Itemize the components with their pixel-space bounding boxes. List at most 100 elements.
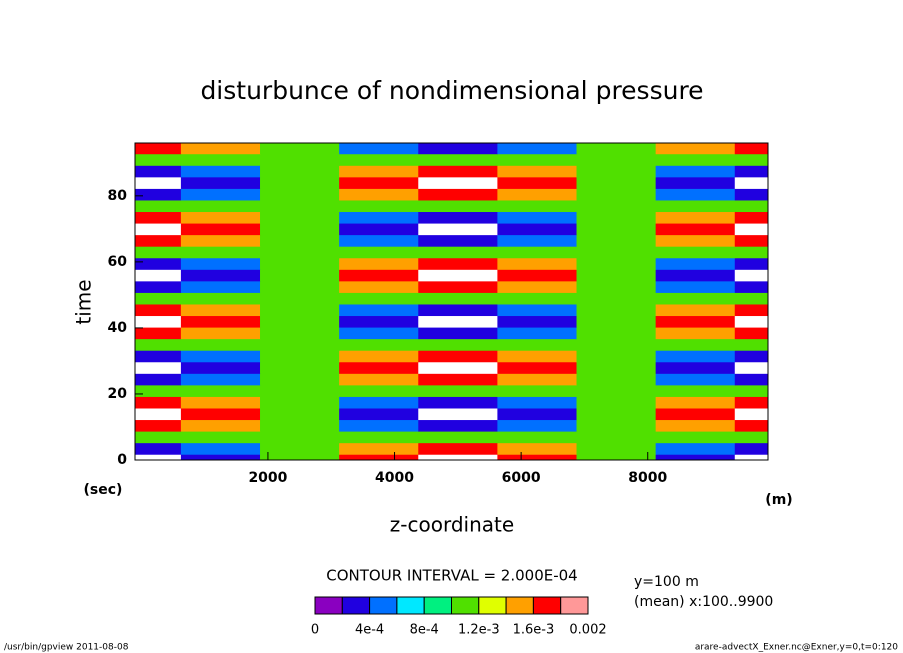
x-tick-label: 6000 (502, 470, 541, 486)
contour-cell (418, 292, 498, 305)
contour-cell (576, 246, 657, 259)
contour-cell (418, 223, 498, 236)
contour-cell (576, 234, 657, 247)
contour-cell (734, 199, 768, 213)
contour-cell (260, 292, 340, 305)
contour-cell (418, 199, 498, 213)
contour-cell (339, 143, 419, 155)
contour-cell (655, 199, 736, 213)
contour-cell (135, 176, 182, 189)
colorbar-label: 0.002 (569, 623, 606, 638)
contour-cell (180, 373, 261, 386)
contour-cell (135, 234, 182, 247)
contour-cell (734, 454, 768, 460)
contour-cell (734, 211, 768, 224)
contour-cell (135, 246, 182, 259)
contour-cell (655, 234, 736, 247)
contour-cell (497, 431, 578, 444)
contour-cell (655, 176, 736, 189)
contour-cell (734, 442, 768, 455)
contour-cell (655, 303, 736, 317)
contour-cell (418, 384, 498, 397)
contour-cell (339, 269, 419, 282)
contour-cell (576, 373, 657, 386)
contour-cell (576, 223, 657, 236)
contour-cell (418, 431, 498, 444)
contour-cell (655, 280, 736, 293)
x-tick-label: 8000 (628, 470, 667, 486)
contour-cell (497, 165, 578, 178)
contour-cell (180, 143, 261, 155)
contour-cell (260, 442, 340, 455)
contour-cell (180, 384, 261, 397)
contour-cell (576, 407, 657, 421)
contour-cell (655, 396, 736, 409)
contour-cell (497, 153, 578, 166)
contour-cell (497, 246, 578, 259)
contour-cell (260, 454, 340, 460)
colorbar-label: 0 (311, 623, 319, 638)
contour-cell (339, 407, 419, 421)
contour-cell (497, 303, 578, 317)
contour-cell (339, 153, 419, 166)
contour-cell (135, 303, 182, 317)
contour-cell (734, 165, 768, 178)
contour-cell (497, 280, 578, 293)
colorbar-label: 4e-4 (355, 623, 384, 638)
contour-cell (418, 419, 498, 432)
contour-cell (180, 338, 261, 351)
footer: /usr/bin/gpview 2011-08-08 (4, 643, 129, 653)
contour-cell (655, 188, 736, 201)
contour-cell (418, 143, 498, 155)
contour-cell (418, 315, 498, 328)
contour-cell (135, 442, 182, 455)
y-tick-label: 80 (108, 188, 128, 204)
contour-cell (734, 234, 768, 247)
contour-cell (180, 211, 261, 224)
contour-cell (260, 396, 340, 409)
contour-cell (655, 350, 736, 363)
colorbar-cell (423, 596, 453, 615)
contour-cell (734, 315, 768, 328)
contour-cell (418, 165, 498, 178)
contour-cell (734, 407, 768, 421)
contour-cell (180, 315, 261, 328)
contour-cell (655, 246, 736, 259)
x-tick-label: 2000 (248, 470, 287, 486)
contour-cell (418, 442, 498, 455)
contour-cell (180, 407, 261, 421)
contour-cell (655, 211, 736, 224)
contour-cell (497, 292, 578, 305)
contour-cell (418, 246, 498, 259)
contour-cell (260, 407, 340, 421)
contour-cell (180, 442, 261, 455)
contour-cell (339, 338, 419, 351)
contour-cell (734, 153, 768, 166)
contour-cell (734, 303, 768, 317)
contour-cell (135, 153, 182, 166)
contour-cell (655, 373, 736, 386)
contour-cell (497, 176, 578, 189)
contour-cell (260, 338, 340, 351)
contour-cell (734, 292, 768, 305)
contour-cell (260, 419, 340, 432)
contour-cell (135, 143, 182, 155)
contour-cell (339, 327, 419, 340)
contour-cell (418, 176, 498, 189)
contour-cell (418, 303, 498, 317)
plot-frame (134, 142, 769, 461)
y-tick-label: 0 (117, 452, 127, 468)
contour-cell (135, 292, 182, 305)
contour-cell (180, 246, 261, 259)
contour-cell (576, 143, 657, 155)
contour-cell (180, 350, 261, 363)
contour-cell (135, 396, 182, 409)
contour-cell (135, 361, 182, 374)
contour-field (135, 143, 768, 460)
contour-cell (497, 338, 578, 351)
contour-cell (734, 257, 768, 270)
contour-cell (339, 246, 419, 259)
contour-cell (655, 143, 736, 155)
contour-cell (576, 257, 657, 270)
contour-cell (497, 234, 578, 247)
